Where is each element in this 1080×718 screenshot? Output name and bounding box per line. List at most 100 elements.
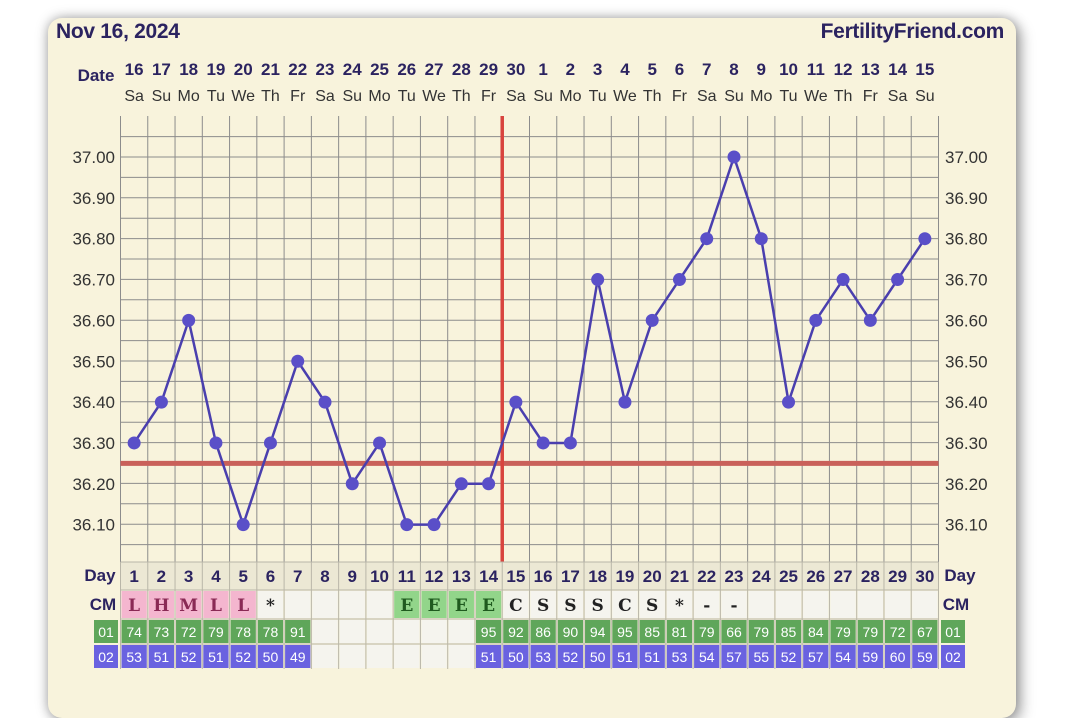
row-02-cell [830,645,856,668]
cm-value: E [482,596,495,616]
date-label: 28 [452,60,471,79]
row-01-value: 91 [290,624,306,640]
cycle-day-label: 30 [915,567,934,586]
row-02-cell [857,645,883,668]
cycle-day-label: 11 [398,567,416,586]
row-02-value: 52 [563,649,579,665]
cm-value: S [592,596,604,616]
weekday-label: Mo [178,88,200,105]
row-01-label-cell-right [941,620,965,643]
cm-cell [857,591,883,618]
temperature-point [263,436,277,450]
weekday-label: Mo [750,88,772,105]
date-label: 17 [152,60,171,79]
weekday-label: We [613,88,637,105]
temperature-point [563,436,577,450]
row-02-value: 59 [863,649,879,665]
date-label: 19 [206,60,225,79]
date-label: 8 [729,60,738,79]
cm-value: C [618,596,632,616]
y-tick-label-right: 36.80 [945,230,988,249]
row-01-label-right: 01 [945,624,961,640]
row-01-label-cell [94,620,118,643]
cm-row-label-right: CM [943,595,969,614]
day-row-label-right: Day [944,566,976,585]
row-02-cell [612,645,638,668]
cm-cell [530,591,556,618]
row-01-value: 85 [644,624,660,640]
cycle-day-label: 8 [320,567,329,586]
cycle-day-label: 23 [725,567,744,586]
date-label: 26 [397,60,416,79]
date-label: 3 [593,60,602,79]
temperature-point [809,313,823,327]
weekday-label: Tu [779,88,797,105]
cm-cell [339,591,365,618]
row-01-label: 01 [98,624,114,640]
date-label: 1 [538,60,547,79]
temperature-point [209,436,223,450]
row-01-cell [912,620,938,643]
row-01-cell [857,620,883,643]
row-01-cell [639,620,665,643]
cycle-day-label: 1 [129,567,138,586]
row-02-value: 55 [753,649,769,665]
date-label: 20 [234,60,253,79]
date-label: 2 [566,60,575,79]
y-tick-label-right: 36.10 [945,516,988,535]
weekday-label: Fr [290,88,306,105]
row-01-value: 84 [808,624,824,640]
date-label: 5 [647,60,656,79]
temperature-point [672,273,686,287]
row-02-cell [312,645,338,668]
cycle-day-label: 24 [752,567,771,586]
cm-cell [639,591,665,618]
cm-cell [448,591,474,618]
row-01-cell [585,620,611,643]
cycle-day-label: 20 [643,567,662,586]
row-02-cell [475,645,502,668]
row-02-value: 52 [181,649,197,665]
row-01-value: 92 [508,624,524,640]
row-01-value: 72 [890,624,906,640]
weekday-label: Th [643,88,662,105]
weekday-label: Sa [124,88,144,105]
row-01-value: 78 [263,624,279,640]
temperature-point [318,395,332,409]
y-tick-label-left: 36.40 [72,393,115,412]
temperature-point [127,436,141,450]
bbt-chart: 37.00 37.00 36.90 36.90 36.80 36.80 36.70 36.70… [72,60,988,669]
y-tick-label-left: 36.60 [72,311,115,330]
row-01-value: 79 [753,624,769,640]
row-02-cell [666,645,693,668]
weekday-label: Tu [207,88,225,105]
row-01-value: 94 [590,624,606,640]
weekday-label: Th [452,88,471,105]
date-label: 25 [370,60,389,79]
cycle-day-label: 4 [211,567,221,586]
temperature-point [645,313,659,327]
row-01-value: 66 [726,624,742,640]
cm-cell [366,591,393,618]
cm-cell [257,591,284,618]
row-01-cell [503,620,529,643]
weekday-label: Su [724,88,744,105]
cm-value: S [537,596,549,616]
cm-cell [176,591,202,618]
row-02-cell [121,645,147,668]
temperature-point [345,477,359,491]
cycle-day-label: 3 [184,567,193,586]
cm-value: - [730,596,737,616]
cm-value: * [675,596,684,616]
cycle-day-label: 22 [697,567,716,586]
row-02-value: 57 [726,649,742,665]
row-01-value: 85 [781,624,797,640]
row-01-cell [803,620,829,643]
y-tick-label-right: 37.00 [945,148,988,167]
temperature-point [400,518,414,532]
row-02-cell [803,645,829,668]
temperature-point [482,477,496,491]
cycle-day-label: 2 [157,567,166,586]
row-01-cell [775,620,802,643]
row-02-cell [557,645,584,668]
